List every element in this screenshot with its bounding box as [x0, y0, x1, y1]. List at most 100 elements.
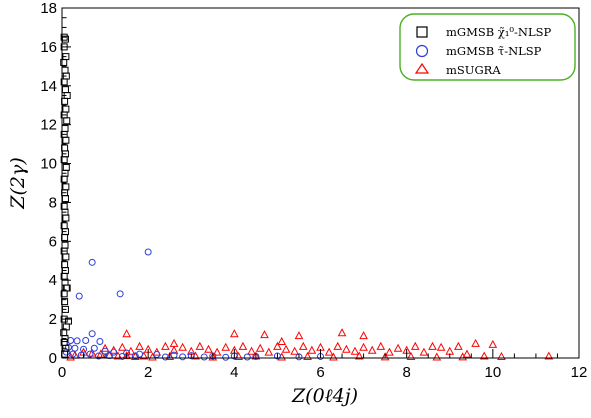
data-point-circle: [252, 352, 260, 360]
data-point-triangle: [359, 342, 368, 351]
data-point-square: [63, 117, 71, 125]
data-point-circle: [118, 352, 126, 360]
y-tick-label: 0: [49, 350, 57, 367]
y-tick-label: 12: [40, 117, 57, 134]
data-point-square: [62, 214, 70, 222]
data-point-circle: [131, 352, 139, 360]
data-point-circle: [200, 353, 208, 361]
data-point-triangle: [479, 351, 489, 360]
y-tick-label: 18: [40, 0, 57, 17]
y-tick-label: 10: [40, 156, 57, 173]
y-tick-label: 2: [49, 311, 57, 328]
data-point-square: [60, 175, 68, 183]
data-point-triangle: [329, 352, 338, 361]
data-point-triangle: [229, 329, 239, 338]
x-tick-label: 6: [316, 364, 324, 381]
legend-box: [399, 13, 576, 81]
data-point-triangle: [428, 341, 437, 350]
data-point-triangle: [410, 341, 420, 350]
data-point-circle: [209, 352, 217, 360]
series-triangle: [66, 328, 554, 361]
data-point-triangle: [471, 338, 480, 347]
data-point-circle: [71, 344, 79, 352]
legend-label-neutralino: mGMSB χ̃₁⁰-NLSP: [446, 25, 552, 39]
y-tick-label: 6: [49, 233, 57, 250]
data-point-triangle: [260, 330, 269, 339]
data-point-triangle: [324, 347, 334, 356]
data-point-triangle: [354, 351, 364, 360]
data-point-triangle: [432, 352, 442, 361]
legend-label-stau: mGMSB τ̃-NLSP: [446, 44, 542, 58]
data-point-triangle: [277, 336, 287, 345]
x-axis-title: Z(0ℓ4j): [291, 385, 358, 407]
x-tick-label: 0: [58, 364, 66, 381]
data-point-square: [62, 136, 70, 144]
data-point-circle: [90, 344, 98, 352]
data-point-triangle: [350, 346, 360, 355]
data-point-triangle: [204, 344, 213, 353]
y-tick-label: 16: [40, 39, 57, 56]
data-point-circle: [82, 337, 90, 344]
axis-ticks: [61, 7, 580, 359]
data-point-triangle: [454, 341, 463, 350]
data-point-triangle: [419, 347, 429, 356]
data-point-circle: [88, 258, 96, 266]
data-point-triangle: [290, 346, 299, 355]
x-tick-label: 12: [571, 364, 588, 381]
y-tick-label: 14: [40, 78, 57, 95]
data-point-circle: [144, 248, 152, 256]
data-point-triangle: [393, 343, 403, 352]
data-point-triangle: [367, 345, 377, 354]
data-point-triangle: [298, 341, 308, 350]
data-point-triangle: [333, 341, 343, 350]
data-point-circle: [116, 290, 124, 298]
data-point-square: [60, 78, 68, 86]
data-point-circle: [161, 353, 169, 361]
data-point-circle: [110, 348, 118, 356]
data-point-circle: [179, 353, 187, 361]
data-point-triangle: [488, 339, 498, 348]
legend-marker-triangle: [414, 62, 430, 74]
data-point-circle: [105, 352, 113, 360]
data-point-triangle: [458, 352, 468, 361]
data-point-circle: [88, 330, 96, 338]
data-point-circle: [136, 350, 144, 358]
data-point-square: [60, 156, 68, 164]
data-point-circle: [243, 353, 251, 361]
data-point-triangle: [380, 352, 390, 361]
data-point-triangle: [255, 343, 265, 352]
data-point-triangle: [169, 345, 179, 354]
x-tick-label: 4: [230, 364, 238, 381]
series-circle: [62, 248, 324, 361]
data-point-triangle: [264, 347, 274, 356]
data-point-triangle: [135, 341, 144, 350]
data-point-circle: [75, 292, 83, 300]
data-point-square: [60, 58, 68, 66]
data-point-triangle: [436, 342, 446, 351]
data-point-triangle: [497, 351, 506, 360]
data-point-triangle: [96, 349, 106, 358]
data-point-triangle: [462, 349, 472, 358]
data-point-triangle: [281, 344, 291, 353]
data-point-triangle: [178, 342, 187, 351]
data-point-triangle: [359, 331, 368, 340]
data-point-circle: [62, 348, 70, 356]
legend-label-msugra: mSUGRA: [446, 63, 501, 77]
data-point-triangle: [273, 341, 282, 350]
tick-labels: 0 2 4 6 8 10 12 0 2 4 6 8 10 12 14 16 18: [40, 0, 587, 381]
data-point-triangle: [385, 347, 394, 356]
data-point-triangle: [238, 341, 248, 350]
data-point-circle: [222, 353, 230, 361]
y-axis-title: Z(2γ): [7, 157, 29, 209]
legend: mGMSB χ̃₁⁰-NLSP mGMSB τ̃-NLSP mSUGRA: [399, 13, 576, 81]
data-point-triangle: [161, 341, 170, 350]
legend-marker-square: [416, 26, 428, 38]
data-point-triangle: [195, 341, 205, 350]
data-point-circle: [273, 352, 281, 360]
data-point-triangle: [117, 342, 127, 351]
data-point-triangle: [100, 343, 110, 352]
x-tick-label: 8: [402, 364, 410, 381]
data-point-triangle: [342, 344, 351, 353]
data-point-triangle: [406, 351, 416, 360]
